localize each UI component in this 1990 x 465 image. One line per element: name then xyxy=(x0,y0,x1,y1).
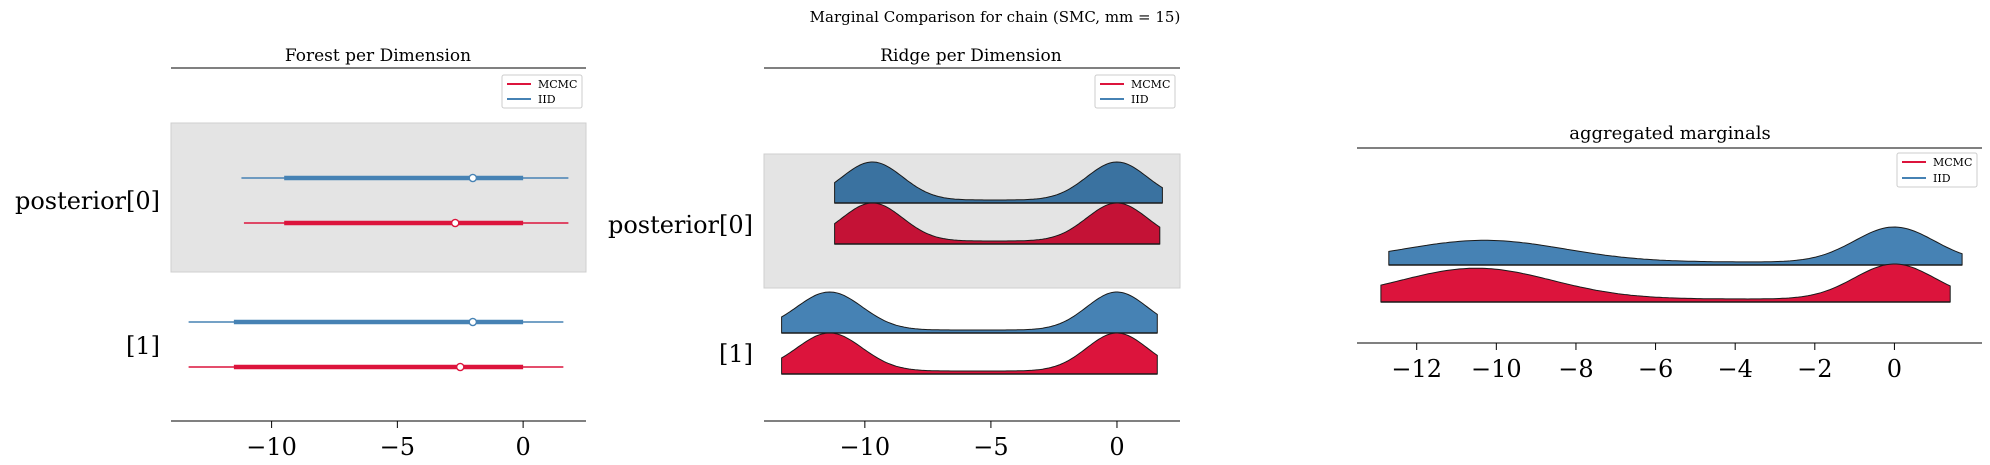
forest-mcmc-point-estimate xyxy=(455,362,465,372)
ridge-xtick-label: −5 xyxy=(973,433,1008,461)
ridge-legend-iid-label: IID xyxy=(1131,93,1149,106)
ridge-xtick-label: −10 xyxy=(840,433,891,461)
ridge-xtick-label: 0 xyxy=(1109,433,1124,461)
ridge-title: Ridge per Dimension xyxy=(880,46,1062,66)
forest-legend-mcmc-label: MCMC xyxy=(538,78,577,91)
aggregated-xtick-label: −8 xyxy=(1558,355,1593,383)
ridge-ylabel-dim1: [1] xyxy=(719,340,753,368)
forest-panel: Forest per Dimension −10 −5 0 posterior[0]… xyxy=(15,46,587,461)
aggregated-mcmc-density xyxy=(1380,263,1951,303)
ridge-iid-density xyxy=(781,291,1158,334)
forest-legend-iid-label: IID xyxy=(538,93,556,106)
forest-highlight-band xyxy=(170,122,587,273)
ridge-panel: Ridge per Dimension −10 −5 0 posterior[0] … xyxy=(608,46,1181,461)
aggregated-xtick-label: −6 xyxy=(1638,355,1673,383)
forest-ylabel-posterior0: posterior[0] xyxy=(15,187,160,215)
figure-suptitle: Marginal Comparison for chain (SMC, mm =… xyxy=(810,8,1181,26)
aggregated-xtick-label: −10 xyxy=(1471,355,1522,383)
forest-mcmc-point-estimate xyxy=(450,218,460,228)
forest-ylabel-dim1: [1] xyxy=(126,332,160,360)
ridge-ylabel-posterior0: posterior[0] xyxy=(608,211,753,239)
aggregated-xtick-label: −12 xyxy=(1391,355,1442,383)
forest-title: Forest per Dimension xyxy=(285,46,471,66)
ridge-mcmc-density xyxy=(781,332,1158,375)
forest-xtick-label: 0 xyxy=(515,433,530,461)
aggregated-xtick-label: −4 xyxy=(1717,355,1752,383)
aggregated-title: aggregated marginals xyxy=(1569,123,1770,144)
aggregated-panel: aggregated marginals −12 −10 −8 −6 −4 −2 0 MCM… xyxy=(1357,123,1982,383)
ridge-legend-mcmc-label: MCMC xyxy=(1131,78,1170,91)
aggregated-iid-density xyxy=(1388,226,1963,266)
ridge-iid-density xyxy=(834,161,1163,204)
forest-iid-point-estimate xyxy=(468,317,478,327)
ridge-mcmc-density xyxy=(834,202,1161,245)
aggregated-xtick-label: −2 xyxy=(1797,355,1832,383)
aggregated-xtick-label: 0 xyxy=(1887,355,1902,383)
aggregated-legend-mcmc-label: MCMC xyxy=(1933,156,1972,169)
forest-iid-point-estimate xyxy=(468,173,478,183)
forest-xtick-label: −10 xyxy=(246,433,297,461)
forest-xtick-label: −5 xyxy=(380,433,415,461)
forest-legend: MCMC IID xyxy=(501,74,583,109)
aggregated-legend-iid-label: IID xyxy=(1933,172,1951,185)
aggregated-legend: MCMC IID xyxy=(1896,152,1978,188)
ridge-legend: MCMC IID xyxy=(1094,74,1176,109)
